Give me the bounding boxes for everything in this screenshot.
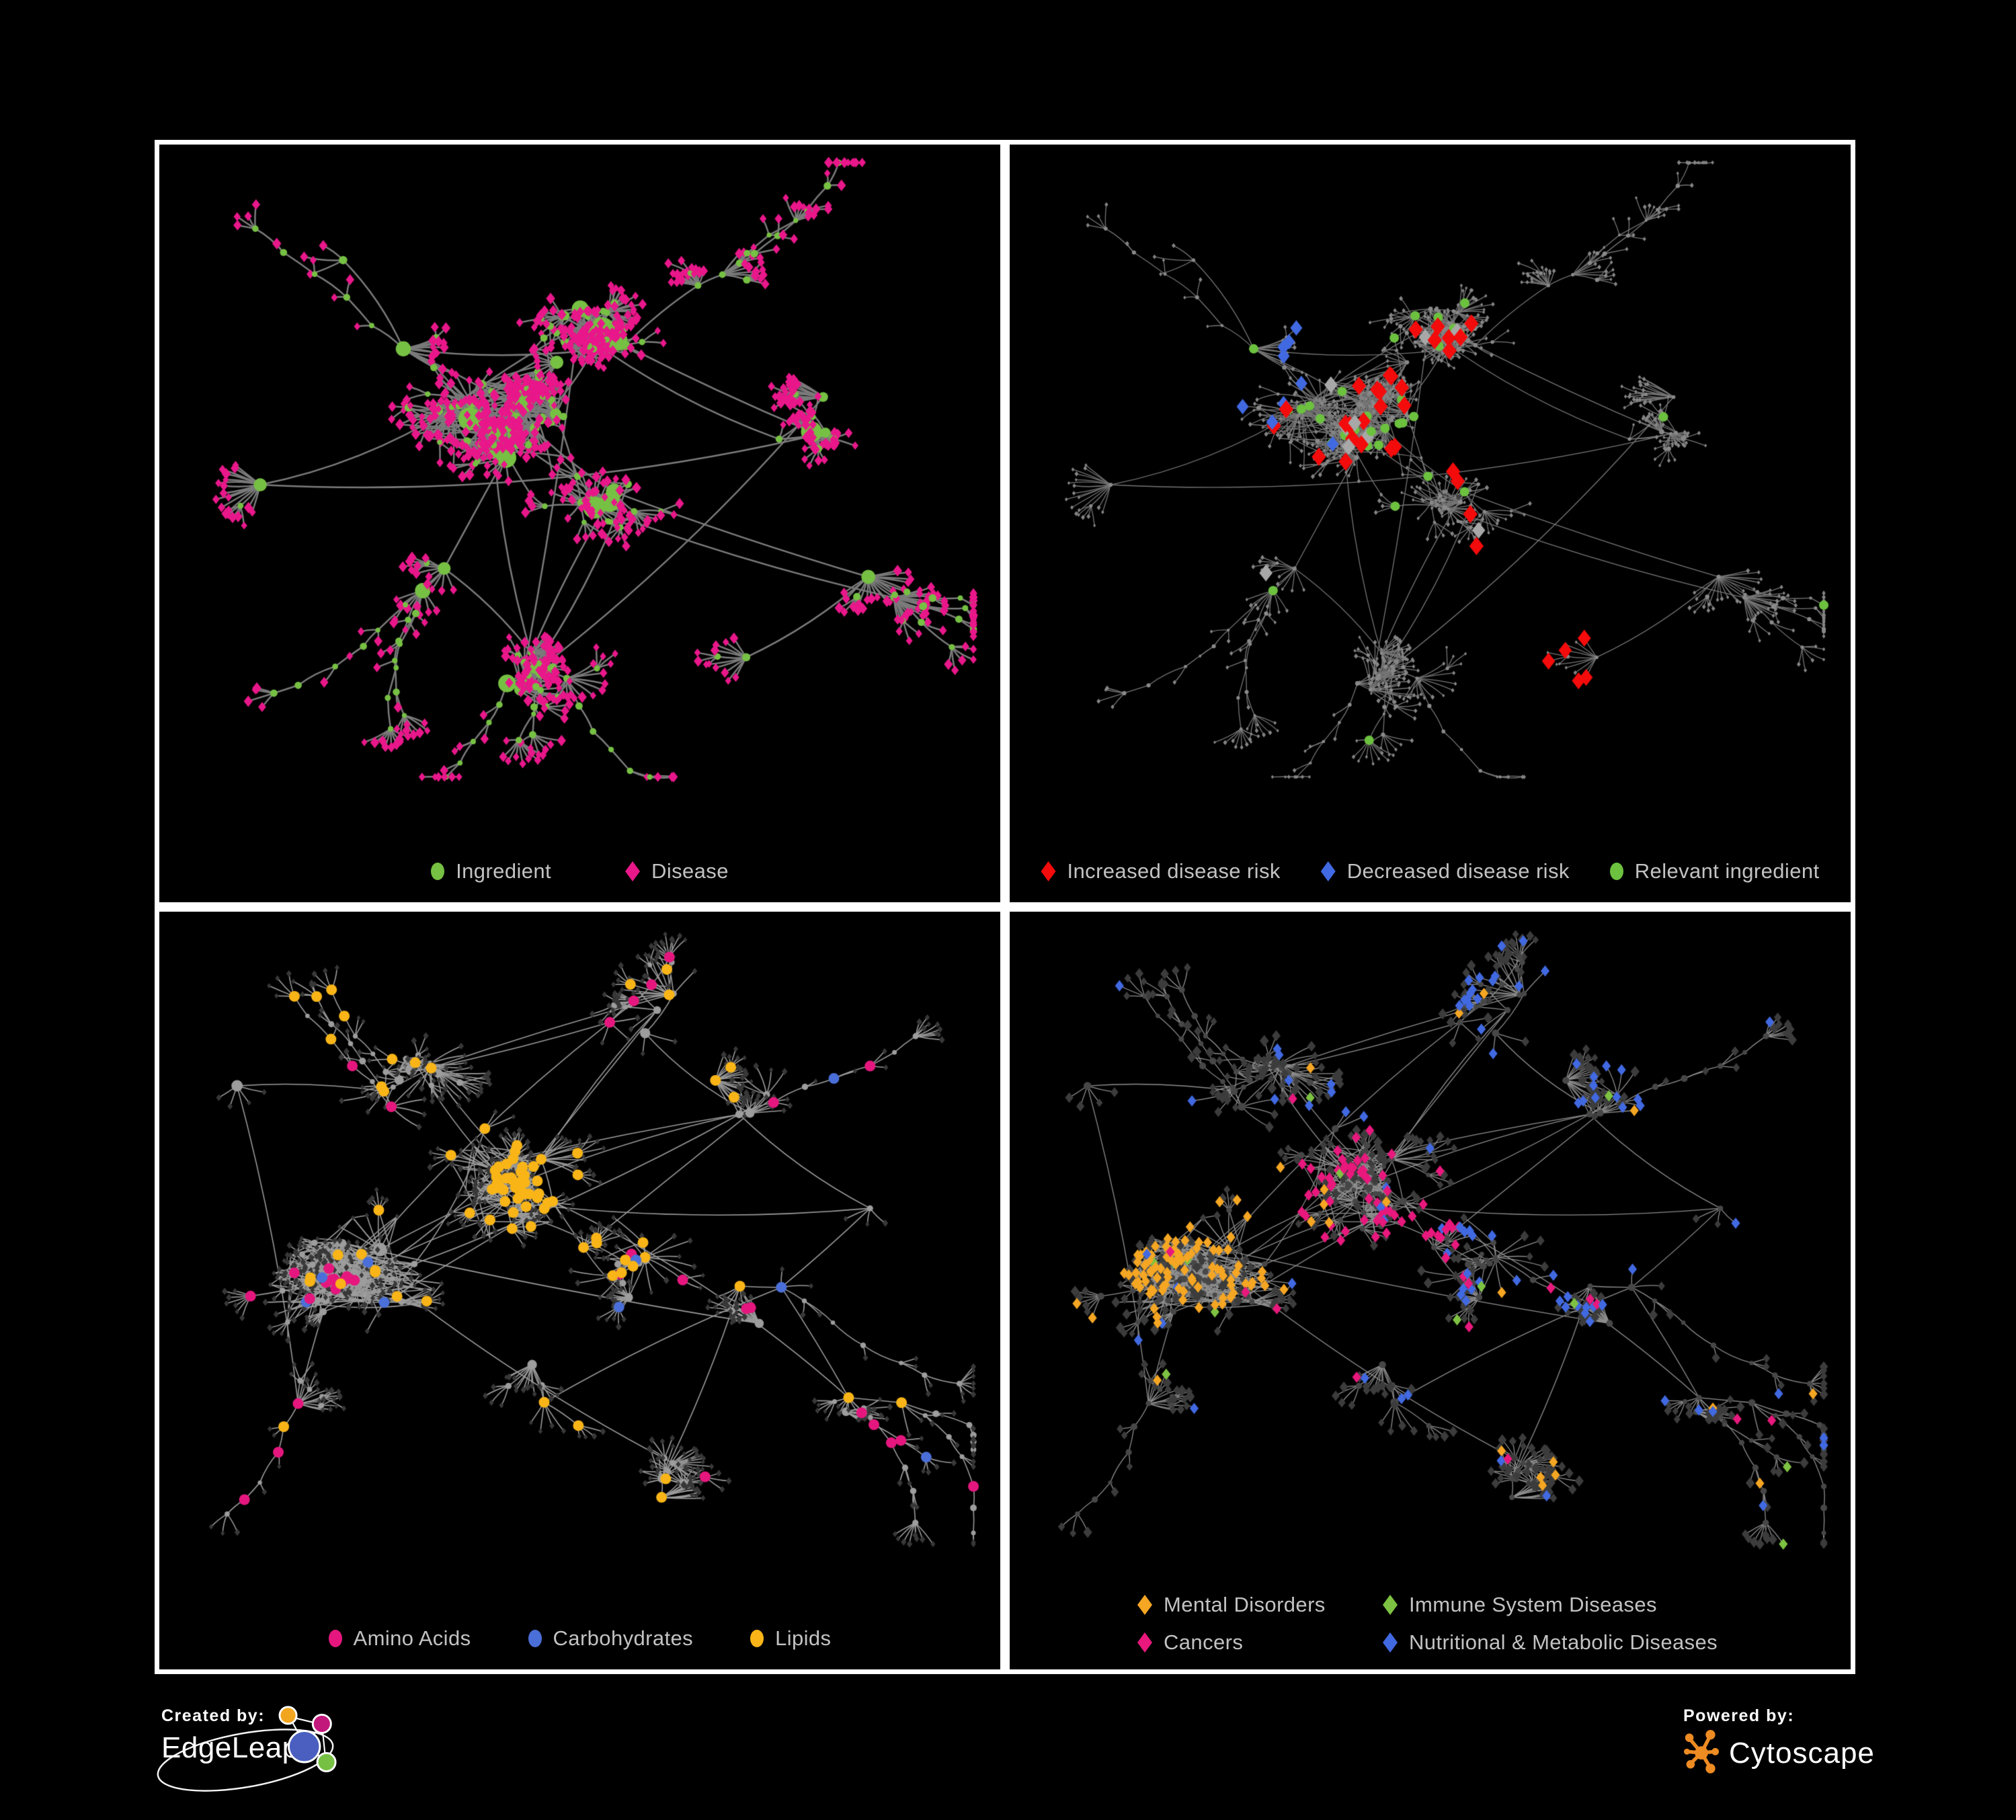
- legend-label: Increased disease risk: [1067, 859, 1281, 883]
- cytoscape-logo-icon: [1683, 1730, 1720, 1774]
- circle-marker-icon: [328, 1630, 342, 1647]
- network-canvas-ingredient-disease: [159, 145, 1000, 902]
- circle-marker-icon: [750, 1630, 764, 1647]
- legend-item-mental-disorders: Mental Disorders: [1137, 1593, 1326, 1617]
- powered-by-block: Powered by: Cytoscape: [1683, 1706, 1875, 1777]
- legend-label: Amino Acids: [353, 1626, 471, 1650]
- panel-macronutrients: Amino Acids Carbohydrates Lipids: [155, 907, 1005, 1674]
- legend-item-cancers: Cancers: [1137, 1630, 1243, 1655]
- diamond-marker-icon: [1320, 861, 1336, 881]
- legend-item-immune-system-diseases: Immune System Diseases: [1383, 1593, 1657, 1617]
- legend-item-disease: Disease: [625, 859, 729, 883]
- created-by-block: Created by: EdgeLeap: [161, 1706, 299, 1765]
- circle-marker-icon: [1609, 863, 1623, 880]
- legend-label: Decreased disease risk: [1346, 859, 1570, 883]
- panel-disease-risk: Increased disease risk Decreased disease …: [1005, 140, 1855, 907]
- network-canvas-disease-risk: [1010, 145, 1851, 902]
- legend-disease-risk: Increased disease risk Decreased disease …: [1010, 859, 1851, 883]
- panel-disease-categories: Mental Disorders Immune System Diseases Ca…: [1005, 907, 1855, 1674]
- legend-item-relevant-ingredient: Relevant ingredient: [1609, 859, 1820, 883]
- edgeleap-swoosh: [157, 1729, 334, 1792]
- legend-label: Lipids: [775, 1626, 832, 1650]
- diamond-marker-icon: [1137, 1632, 1152, 1653]
- legend-item-nutritional-metabolic-diseases: Nutritional & Metabolic Diseases: [1383, 1630, 1718, 1655]
- powered-by-label: Powered by:: [1683, 1706, 1795, 1725]
- legend-label: Carbohydrates: [553, 1626, 694, 1650]
- network-canvas-disease-categories: [1010, 912, 1851, 1669]
- edgeleap-logo-icon: [278, 1706, 337, 1772]
- legend-item-ingredient: Ingredient: [431, 859, 551, 883]
- panel-ingredient-disease: Ingredient Disease: [155, 140, 1005, 907]
- legend-ingredient-disease: Ingredient Disease: [159, 859, 1000, 883]
- network-canvas-macronutrients: [159, 912, 1000, 1669]
- legend-label: Disease: [651, 859, 729, 883]
- legend-item-carbohydrates: Carbohydrates: [528, 1626, 694, 1651]
- diamond-marker-icon: [1383, 1632, 1398, 1653]
- panel-grid: Ingredient Disease Increased disease risk…: [155, 140, 1855, 1674]
- legend-macronutrients: Amino Acids Carbohydrates Lipids: [159, 1626, 1000, 1651]
- legend-label: Immune System Diseases: [1409, 1593, 1657, 1616]
- diamond-marker-icon: [1041, 861, 1056, 881]
- legend-item-lipids: Lipids: [750, 1626, 831, 1651]
- diamond-marker-icon: [1383, 1595, 1398, 1615]
- circle-marker-icon: [431, 863, 445, 880]
- legend-item-amino-acids: Amino Acids: [328, 1626, 471, 1651]
- edgeleap-wordmark: EdgeLeap: [161, 1731, 299, 1764]
- legend-item-increased-disease-risk: Increased disease risk: [1041, 859, 1281, 883]
- legend-label: Cancers: [1164, 1630, 1244, 1654]
- cytoscape-wordmark: Cytoscape: [1729, 1737, 1875, 1770]
- legend-disease-categories: Mental Disorders Immune System Diseases Ca…: [1137, 1593, 1718, 1655]
- legend-item-decreased-disease-risk: Decreased disease risk: [1320, 859, 1570, 883]
- created-by-label: Created by:: [161, 1706, 266, 1725]
- legend-label: Mental Disorders: [1164, 1593, 1326, 1616]
- legend-label: Nutritional & Metabolic Diseases: [1409, 1630, 1718, 1654]
- legend-label: Ingredient: [456, 859, 552, 883]
- diamond-marker-icon: [625, 861, 641, 881]
- legend-label: Relevant ingredient: [1634, 859, 1820, 883]
- circle-marker-icon: [528, 1630, 542, 1647]
- diamond-marker-icon: [1137, 1595, 1152, 1615]
